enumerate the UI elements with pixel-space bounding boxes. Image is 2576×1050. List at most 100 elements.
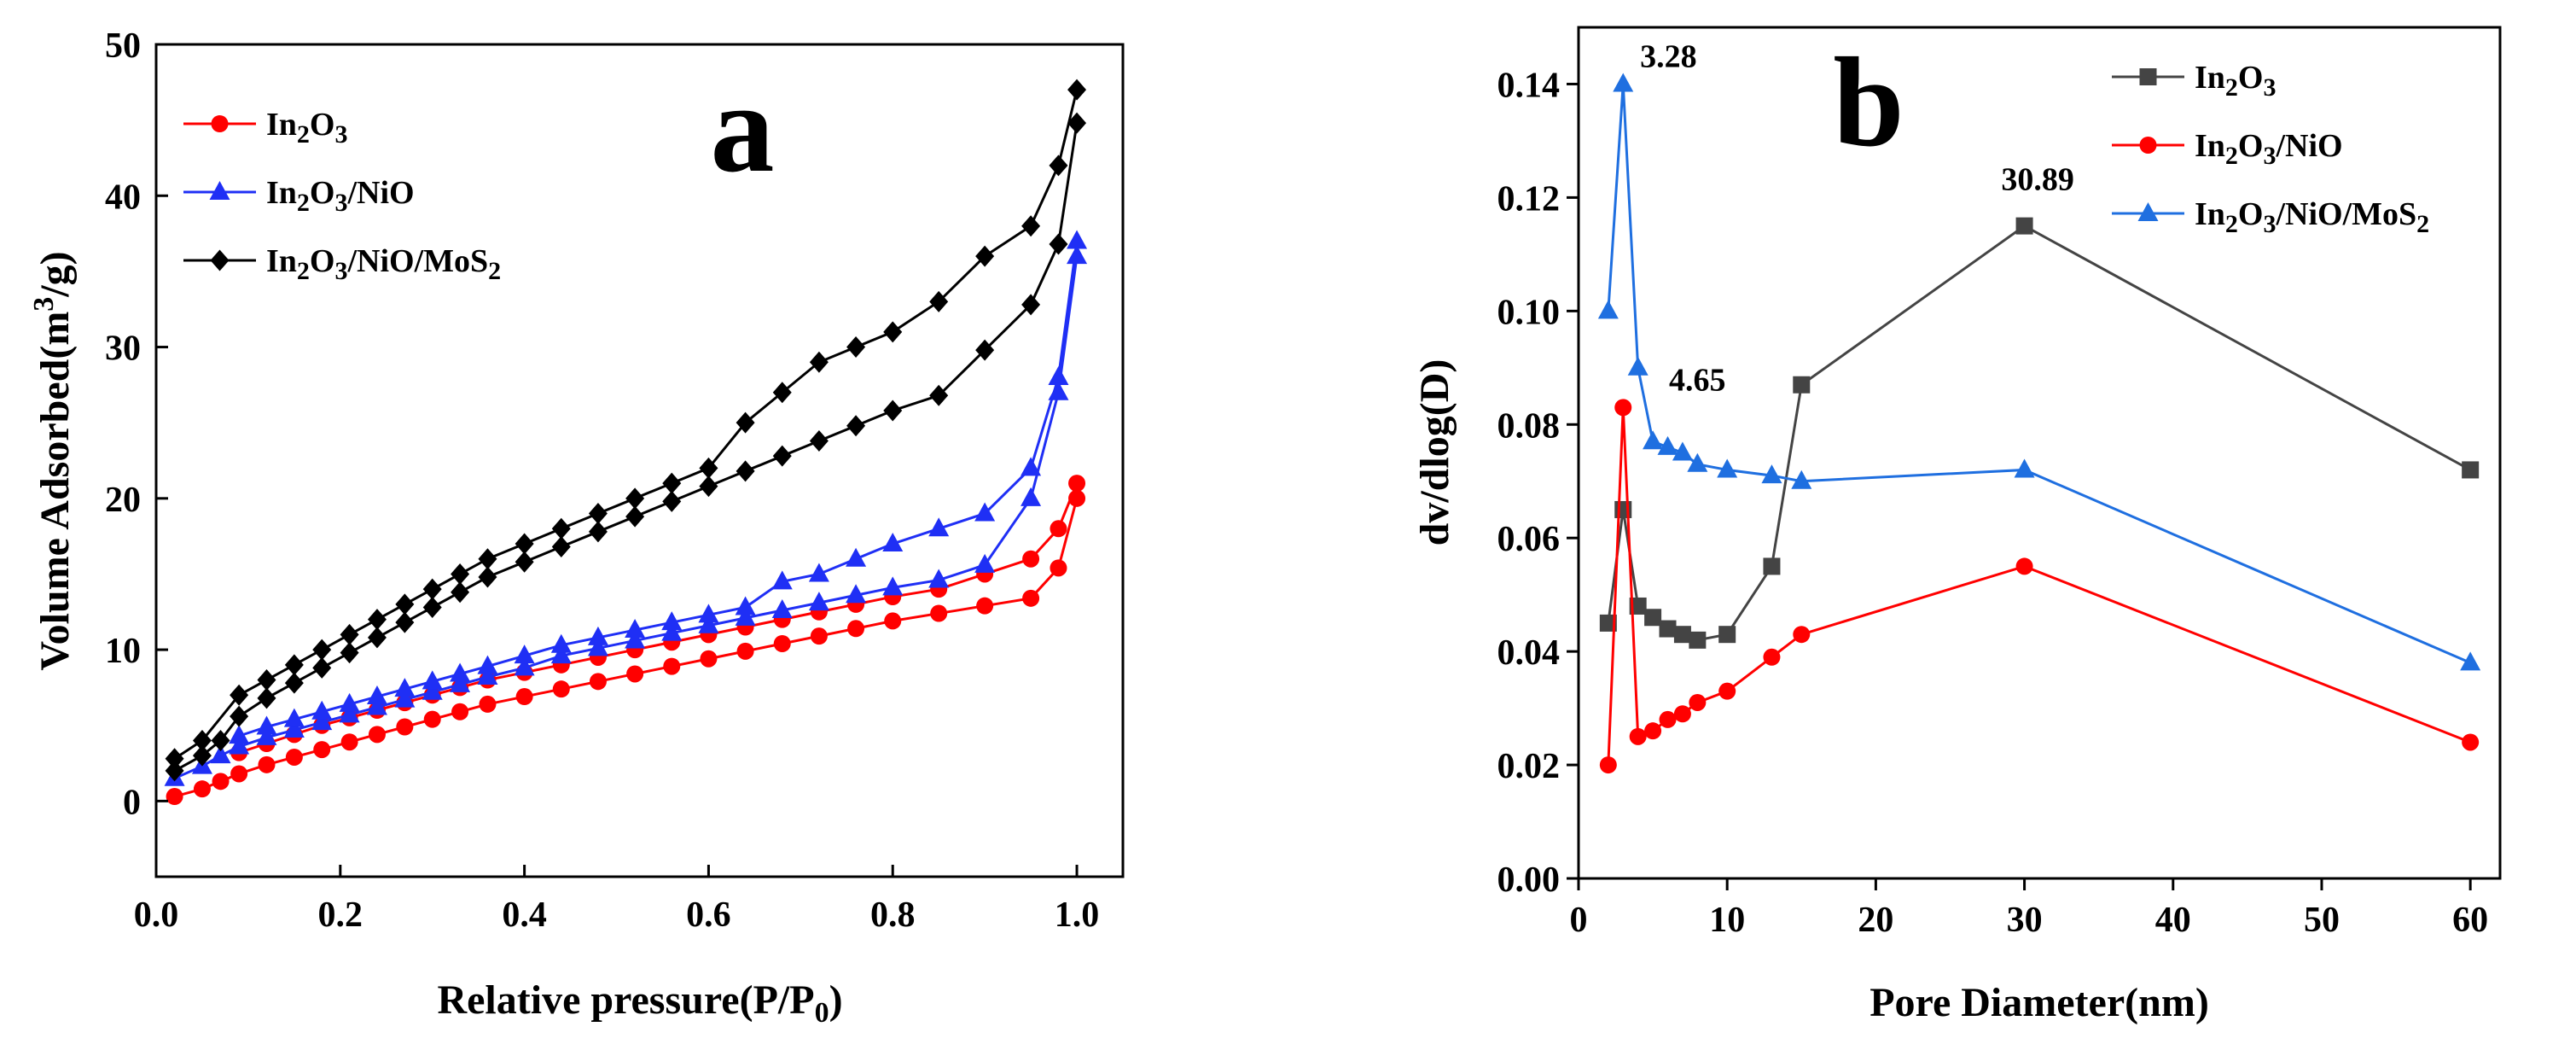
chart-b-x-tick-label: 10 (1709, 901, 1745, 940)
chart-a-point-in2o3 (1050, 559, 1067, 577)
chart-a-point-in2o3-nio (422, 670, 443, 690)
chart-b-annotation: 4.65 (1669, 362, 1726, 398)
chart-a-point-in2o3 (1050, 520, 1067, 538)
chart-a-y-tick-label: 30 (105, 330, 141, 369)
chart-a-point-in2o3-nio-mos2 (515, 551, 534, 573)
chart-a-point-in2o3-nio-mos2 (1067, 112, 1087, 134)
chart-a-point-in2o3 (396, 718, 414, 736)
chart-a-point-in2o3-nio-mos2 (284, 654, 304, 676)
chart-b-series-in2o3-nio (1599, 399, 2480, 774)
chart-b-point-in2o3-nio (2015, 557, 2033, 575)
chart-a-x-tick-label: 1.0 (1055, 895, 1100, 935)
chart-b-ticks: 0 10 20 30 40 50 60 0.00 0.02 0.04 0.06 0.08 0.10 0.1… (1497, 66, 2489, 940)
chart-b-point-in2o3 (1629, 597, 1647, 615)
chart-b-point-in2o3-nio-mos2 (2460, 651, 2481, 671)
chart-a-point-in2o3-nio (450, 673, 471, 692)
chart-b-point-in2o3-nio-mos2 (1657, 435, 1678, 455)
chart-a-point-in2o3-nio (311, 711, 333, 731)
chart-a-point-in2o3-nio (256, 726, 277, 745)
chart-a-y-tick-label: 20 (105, 481, 141, 520)
chart-a-point-in2o3-nio-mos2 (395, 611, 415, 633)
chart-a-point-in2o3-nio-mos2 (451, 563, 470, 585)
chart-a-point-in2o3-nio-mos2 (736, 411, 755, 434)
chart-b-point-in2o3-nio-mos2 (1597, 300, 1619, 319)
chart-a-point-in2o3-nio-mos2 (846, 415, 866, 437)
chart-a-point-in2o3-nio-mos2 (699, 457, 718, 479)
chart-a-point-in2o3-nio-mos2 (625, 487, 645, 510)
chart-b-point-in2o3-nio (1659, 710, 1677, 728)
chart-a-point-in2o3 (773, 635, 791, 652)
chart-a-point-in2o3-nio-mos2 (1049, 155, 1068, 177)
chart-a-point-in2o3 (479, 695, 497, 713)
chart-a-point-in2o3-nio-mos2 (1067, 79, 1087, 101)
chart-a-point-in2o3 (212, 773, 230, 790)
chart-a-series-in2o3-nio-mos2 (165, 79, 1087, 782)
chart-a-point-in2o3 (1068, 475, 1086, 493)
chart-b-annotation: 3.28 (1640, 38, 1697, 74)
chart-a-point-in2o3-nio-mos2 (165, 748, 184, 770)
chart-a-x-axis-label: Relative pressure(P/P0) (437, 977, 842, 1029)
chart-a-point-in2o3-nio (846, 547, 867, 567)
chart-a-point-in2o3-nio (1021, 487, 1042, 506)
chart-b-point-in2o3-nio-mos2 (1627, 356, 1649, 376)
chart-a-adsorption-line-in2o3-nio-mos2 (173, 122, 1079, 773)
chart-b-point-in2o3-nio-mos2 (2014, 458, 2035, 478)
chart-a-point-in2o3-nio-mos2 (395, 593, 415, 615)
chart-b-point-in2o3-nio (1793, 626, 1811, 644)
chart-b-series-in2o3-nio-mos2 (1597, 73, 2481, 671)
chart-b-point-in2o3-nio-mos2 (1643, 430, 1664, 450)
legend-label-in2o3-nio-mos2: In2O3/NiO/MoS2 (2195, 196, 2429, 238)
chart-a-series-in2o3 (166, 475, 1086, 806)
chart-a-point-in2o3-nio (256, 715, 277, 735)
chart-a-point-in2o3-nio (625, 619, 646, 639)
chart-a-point-in2o3-nio-mos2 (312, 639, 332, 661)
chart-a-point-in2o3-nio-mos2 (230, 705, 249, 727)
chart-a-point-in2o3-nio-mos2 (211, 729, 230, 751)
chart-b-point-in2o3 (2015, 217, 2033, 235)
chart-a-point-in2o3-nio-mos2 (929, 290, 949, 312)
chart-a-point-in2o3-nio-mos2 (165, 760, 184, 782)
chart-a-y-tick-label: 10 (105, 632, 141, 671)
chart-b-y-tick-label: 0.06 (1497, 520, 1561, 559)
chart-a-point-in2o3 (552, 680, 570, 698)
chart-a-point-in2o3 (589, 673, 607, 691)
chart-a-point-in2o3-nio (735, 596, 756, 615)
chart-a-point-in2o3-nio (550, 645, 572, 664)
chart-b-line-in2o3 (1607, 224, 2471, 642)
chart-a-point-in2o3-nio-mos2 (515, 533, 534, 555)
chart-b-point-in2o3-nio-mos2 (1717, 458, 1738, 478)
chart-a-point-in2o3-nio-mos2 (809, 351, 829, 373)
chart-a-point-in2o3-nio (661, 621, 683, 641)
chart-a-point-in2o3 (884, 612, 902, 630)
chart-a-point-in2o3 (736, 642, 754, 660)
chart-a-series-layer (164, 79, 1088, 806)
chart-a-point-in2o3-nio (771, 599, 793, 618)
chart-b-y-tick-label: 0.14 (1497, 66, 1561, 105)
legend-label-in2o3-nio: In2O3/NiO (266, 175, 415, 217)
chart-b-y-tick-label: 0.12 (1497, 179, 1561, 219)
chart-a-point-in2o3 (930, 604, 948, 622)
chart-a-point-in2o3-nio (625, 629, 646, 649)
chart-a-point-in2o3-nio (771, 570, 793, 590)
chart-a-point-in2o3-nio-mos2 (772, 382, 792, 404)
chart-a-point-in2o3 (1022, 589, 1040, 607)
chart-a-point-in2o3 (193, 780, 211, 798)
legend-marker-in2o3 (211, 115, 229, 132)
chart-a-point-in2o3-nio (229, 735, 250, 755)
chart-b-y-tick-label: 0.08 (1497, 406, 1561, 446)
chart-a-point-in2o3-nio (394, 688, 416, 708)
chart-b-point-in2o3-nio (1718, 682, 1736, 700)
chart-a-point-in2o3-nio-mos2 (284, 672, 304, 694)
chart-a-point-in2o3 (626, 665, 644, 683)
chart-b-annotation: 30.89 (2001, 162, 2074, 198)
chart-a-point-in2o3-nio (450, 662, 471, 682)
chart-b-y-axis-label: dv/dlog(D) (1412, 359, 1457, 546)
chart-a-point-in2o3 (976, 597, 994, 615)
legend-marker-in2o3-nio (209, 181, 230, 200)
chart-b-x-tick-label: 30 (2007, 901, 2043, 940)
chart-a-point-in2o3-nio (974, 502, 996, 522)
chart-a-point-in2o3-nio (661, 611, 683, 631)
chart-b-point-in2o3 (1673, 626, 1691, 644)
chart-a-point-in2o3-nio-mos2 (451, 581, 470, 604)
